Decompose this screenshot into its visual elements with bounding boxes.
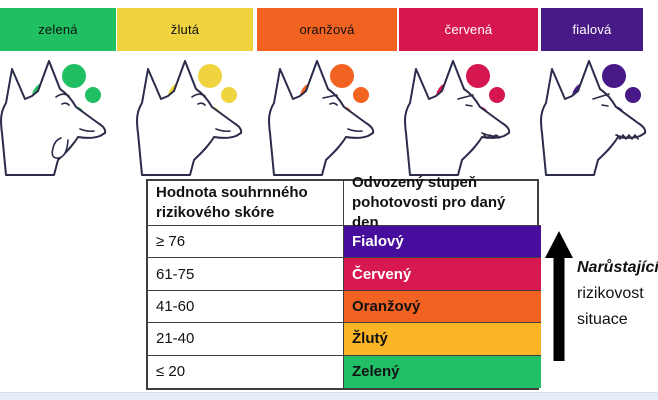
table-row-level-zluty: Žlutý (344, 323, 541, 356)
dot (62, 64, 86, 88)
dot (198, 64, 222, 88)
dot (466, 64, 490, 88)
table-row-score: 41-60 (148, 290, 344, 324)
band-label: červená (444, 22, 493, 37)
dog-illustration-aggressive (540, 60, 647, 176)
table-header-level: Odvozený stupeň pohotovosti pro daný den (344, 174, 541, 231)
color-band-yellow: žlutá (117, 8, 253, 51)
band-label: žlutá (170, 22, 200, 37)
band-label: zelená (38, 22, 78, 37)
annotation-line3: situace (577, 311, 628, 328)
table-row-score: 61-75 (148, 258, 344, 291)
dog-illustration-alert (268, 60, 375, 176)
table-row-score: ≤ 20 (148, 355, 344, 388)
table-row-level-cerveny: Červený (344, 258, 541, 291)
annotation-line1: Narůstající (577, 259, 658, 276)
dot (330, 64, 354, 88)
window-edge-strip (0, 392, 658, 400)
dog-illustration-relaxed (0, 60, 107, 176)
table-row-level-oranzovy: Oranžový (344, 290, 541, 324)
teeth (616, 134, 639, 140)
dot (85, 87, 101, 103)
color-band-orange: oranžová (257, 8, 397, 51)
table-row-level-zeleny: Zelený (344, 355, 541, 388)
dog-illustration-tense (404, 60, 511, 176)
tongue (51, 137, 69, 159)
band-label: fialová (572, 22, 612, 37)
table-row-score: ≥ 76 (148, 226, 344, 259)
color-band-red: červená (399, 8, 538, 51)
table-row-score: 21-40 (148, 323, 344, 356)
table-row-level-fialovy: Fialový (344, 226, 541, 259)
dot (353, 87, 369, 103)
dot (602, 64, 626, 88)
increasing-risk-annotation: Narůstající rizikovost situace (577, 255, 658, 333)
annotation-line2: rizikovost (577, 285, 644, 302)
dot (625, 87, 641, 103)
dog-illustration-attentive (136, 60, 243, 176)
dot (221, 87, 237, 103)
up-arrow-icon (545, 231, 573, 361)
color-band-green: zelená (0, 8, 116, 51)
band-label: oranžová (299, 22, 355, 37)
teeth (483, 134, 500, 139)
color-band-purple: fialová (541, 8, 643, 51)
risk-score-table: Hodnota souhrnného rizikového skóre Odvo… (146, 174, 541, 390)
table-header-score: Hodnota souhrnného rizikového skóre (148, 181, 344, 226)
dot (489, 87, 505, 103)
